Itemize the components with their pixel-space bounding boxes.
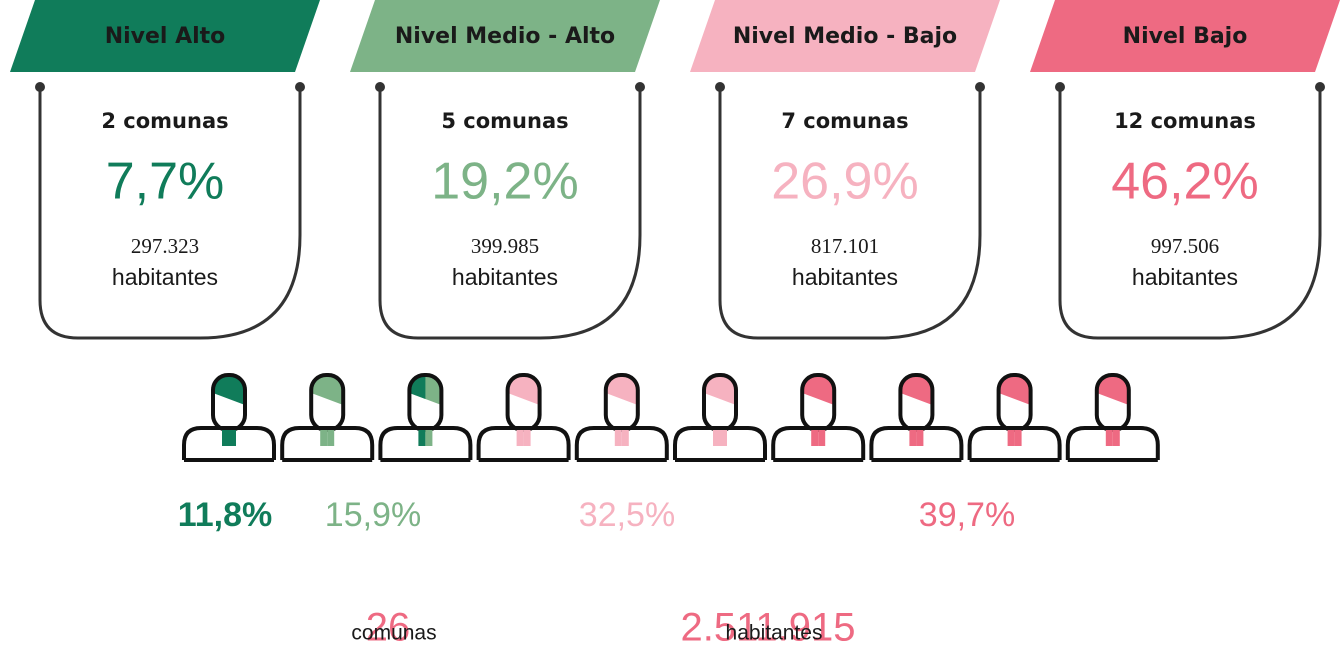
card-dot xyxy=(715,82,725,92)
head-cap xyxy=(213,375,245,405)
tie xyxy=(425,430,433,446)
head-cap xyxy=(704,375,736,405)
tie xyxy=(720,430,727,446)
person-icon xyxy=(574,373,669,462)
shoulders xyxy=(869,426,964,460)
card-comunas: 5 comunas xyxy=(441,109,568,133)
tie xyxy=(1007,430,1015,446)
card-dot xyxy=(975,82,985,92)
head-cap xyxy=(998,375,1031,405)
banner-title: Nivel Medio - Alto xyxy=(395,24,615,49)
population-share: 39,7% xyxy=(919,496,1015,534)
banner-title: Nivel Medio - Bajo xyxy=(733,24,957,49)
card-dot xyxy=(35,82,45,92)
card-population: 297.323 xyxy=(131,234,199,258)
person-icon xyxy=(967,373,1062,462)
tie xyxy=(1112,430,1120,446)
population-share: 11,8% xyxy=(178,496,273,534)
card-dot xyxy=(1055,82,1065,92)
tie xyxy=(229,430,236,446)
person-icon xyxy=(280,373,375,462)
total-habitantes-value: 2.511.915 xyxy=(681,606,856,650)
tie xyxy=(713,430,720,446)
person-icon xyxy=(1065,373,1160,462)
card-percent: 26,9% xyxy=(771,153,918,211)
shoulders xyxy=(476,426,571,460)
card-population: 997.506 xyxy=(1151,234,1219,258)
card-dot xyxy=(295,82,305,92)
tie xyxy=(516,430,524,446)
shoulders xyxy=(967,426,1062,460)
tie xyxy=(818,430,826,446)
card-comunas: 12 comunas xyxy=(1114,109,1256,133)
shoulders xyxy=(574,426,669,460)
card-dot xyxy=(1315,82,1325,92)
card-unit: habitantes xyxy=(792,264,898,290)
head-cap xyxy=(1096,375,1129,405)
card-percent: 19,2% xyxy=(431,153,578,211)
head-cap xyxy=(605,375,638,405)
head-cap xyxy=(507,375,540,405)
person-icon xyxy=(673,373,767,462)
total-comunas-value: 26 xyxy=(366,606,411,650)
tie xyxy=(523,430,531,446)
card-dot xyxy=(375,82,385,92)
total-habitantes-label: habitantes xyxy=(726,622,823,645)
person-icon xyxy=(771,373,866,462)
banner xyxy=(1030,0,1340,72)
card-unit: habitantes xyxy=(452,264,558,290)
tie xyxy=(916,430,924,446)
card-comunas: 7 comunas xyxy=(781,109,908,133)
tie xyxy=(222,430,229,446)
tie xyxy=(1105,430,1113,446)
head-cap xyxy=(311,375,344,405)
total-comunas-label: comunas xyxy=(351,622,436,645)
population-share: 32,5% xyxy=(579,496,675,534)
banner xyxy=(350,0,660,72)
card-comunas: 2 comunas xyxy=(101,109,228,133)
shoulders xyxy=(182,426,276,460)
tie xyxy=(621,430,629,446)
tie xyxy=(811,430,819,446)
card-percent: 46,2% xyxy=(1111,153,1258,211)
shoulders xyxy=(378,426,473,460)
head-cap xyxy=(802,375,835,405)
population-share: 15,9% xyxy=(325,496,421,534)
banner-title: Nivel Alto xyxy=(105,24,226,49)
shoulders xyxy=(673,426,767,460)
tie xyxy=(327,430,335,446)
person-icon xyxy=(182,373,276,462)
shoulders xyxy=(1065,426,1160,460)
card-population: 817.101 xyxy=(811,234,879,258)
shoulders xyxy=(771,426,866,460)
card-outline xyxy=(38,87,302,340)
banner-title: Nivel Bajo xyxy=(1123,24,1248,49)
tie xyxy=(320,430,328,446)
card-outline xyxy=(378,87,642,340)
shoulders xyxy=(280,426,375,460)
card-unit: habitantes xyxy=(1132,264,1238,290)
card-population: 399.985 xyxy=(471,234,539,258)
tie xyxy=(614,430,622,446)
person-icon xyxy=(378,373,473,462)
person-icon xyxy=(476,373,571,462)
head-cap xyxy=(900,375,933,405)
card-outline xyxy=(718,87,982,340)
person-icon xyxy=(869,373,964,462)
banner xyxy=(690,0,1000,72)
tie xyxy=(1014,430,1022,446)
banner xyxy=(10,0,320,72)
card-outline xyxy=(1058,87,1322,340)
card-unit: habitantes xyxy=(112,264,218,290)
tie xyxy=(909,430,917,446)
card-percent: 7,7% xyxy=(106,153,225,211)
card-dot xyxy=(635,82,645,92)
tie xyxy=(418,430,426,446)
